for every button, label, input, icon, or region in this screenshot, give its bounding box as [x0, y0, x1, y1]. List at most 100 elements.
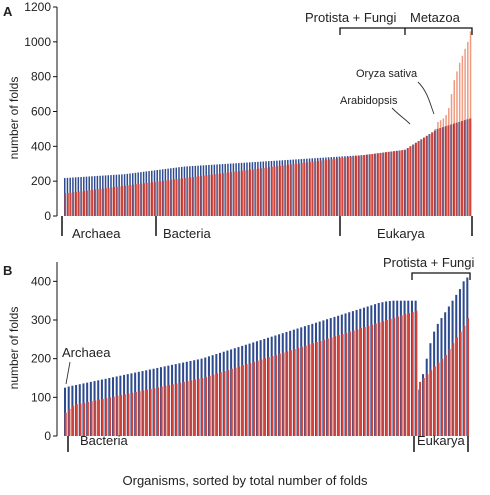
bar-red: [64, 193, 67, 216]
bar-red: [289, 350, 292, 436]
bar-red: [197, 378, 200, 436]
bar-red: [219, 173, 222, 216]
bar-red: [374, 323, 377, 436]
bar-red: [426, 135, 428, 216]
bar-red: [382, 321, 385, 436]
bar-red: [312, 343, 315, 436]
bar-red: [145, 389, 148, 436]
bar-red: [264, 358, 267, 436]
bar-red: [295, 163, 298, 216]
y-tick-label: 1000: [24, 35, 51, 49]
bar-red: [235, 171, 238, 216]
annotation-pointer-archaea: [65, 361, 71, 385]
bar-red: [355, 156, 358, 216]
bar-red: [448, 349, 451, 436]
panel-b-bars: [64, 277, 470, 436]
bar-red: [132, 184, 135, 216]
bar-red: [249, 362, 252, 436]
bar-red: [168, 384, 171, 436]
bar-red: [160, 386, 163, 436]
bar-red: [293, 349, 296, 436]
bar-red: [464, 120, 466, 216]
bar-red: [134, 391, 137, 436]
bar-red: [393, 151, 396, 216]
bar-red: [301, 163, 303, 216]
bar-red: [298, 163, 300, 216]
bar-red: [437, 362, 440, 436]
bar-red: [404, 149, 407, 216]
bar-red: [369, 154, 371, 216]
bar-blue: [64, 387, 67, 436]
bar-red: [97, 189, 99, 216]
bar-red: [300, 346, 303, 436]
bar-red: [138, 391, 141, 436]
bar-red: [275, 354, 278, 436]
bar-red: [393, 317, 396, 436]
bar-red: [181, 178, 183, 216]
bar-red: [227, 369, 230, 436]
bar-red: [352, 156, 355, 216]
bar-red: [461, 121, 464, 216]
bar-red: [361, 155, 363, 216]
bracket-top-a: [339, 27, 473, 35]
bar-red: [419, 381, 422, 436]
bar-red: [68, 408, 71, 436]
bar-red: [420, 139, 423, 216]
bar-red: [279, 165, 281, 216]
bar-red: [315, 342, 318, 436]
y-tick-label: 200: [31, 174, 51, 188]
bar-red: [127, 393, 130, 436]
bar-red: [303, 162, 306, 216]
bar-red: [256, 360, 259, 436]
panel-b-yaxis: 0 100 200 300 400: [31, 262, 58, 443]
bar-red: [330, 337, 333, 436]
bar-red: [453, 123, 455, 216]
bracket-label-protista-fungi: Protista + Fungi: [305, 10, 397, 25]
bar-red: [146, 182, 148, 216]
bar-red: [123, 394, 126, 436]
bar-red: [469, 118, 472, 216]
bar-red: [426, 374, 429, 436]
bar-red: [203, 175, 205, 216]
bar-red: [297, 347, 300, 436]
bar-red: [441, 358, 444, 436]
bar-red: [157, 181, 159, 216]
bar-red: [456, 122, 458, 216]
bar-red: [347, 157, 349, 216]
bar-red: [184, 178, 186, 216]
bar-red: [273, 166, 276, 216]
bar-red: [415, 310, 418, 436]
bar-red: [175, 383, 178, 436]
bar-red: [396, 316, 399, 436]
bar-red: [83, 190, 86, 216]
bar-red: [182, 381, 185, 436]
bar-red: [459, 331, 462, 436]
bar-red: [367, 325, 370, 436]
bar-red: [412, 144, 415, 216]
bar-red: [463, 325, 466, 436]
bar-red: [201, 378, 204, 436]
bar-red: [433, 366, 436, 436]
bar-red: [445, 126, 447, 216]
bar-red: [227, 172, 230, 216]
bar-red: [195, 176, 197, 216]
bar-red: [320, 160, 322, 216]
bar-red: [83, 402, 86, 436]
bar-red: [86, 190, 88, 216]
bar-red: [286, 351, 289, 436]
y-tick-label: 1200: [24, 0, 51, 14]
bar-red: [458, 121, 461, 216]
bar-red: [230, 172, 232, 216]
bar-red: [308, 344, 311, 436]
bar-red: [171, 384, 174, 436]
bar-red: [388, 151, 390, 216]
annotation-arabidopsis: Arabidopsis: [340, 95, 398, 107]
bar-red: [252, 169, 254, 216]
bar-red: [439, 128, 442, 216]
bar-red: [173, 179, 175, 216]
bar-red: [334, 336, 337, 436]
panel-b-letter: B: [3, 263, 12, 278]
bar-red: [411, 311, 414, 436]
bar-red: [142, 390, 145, 436]
